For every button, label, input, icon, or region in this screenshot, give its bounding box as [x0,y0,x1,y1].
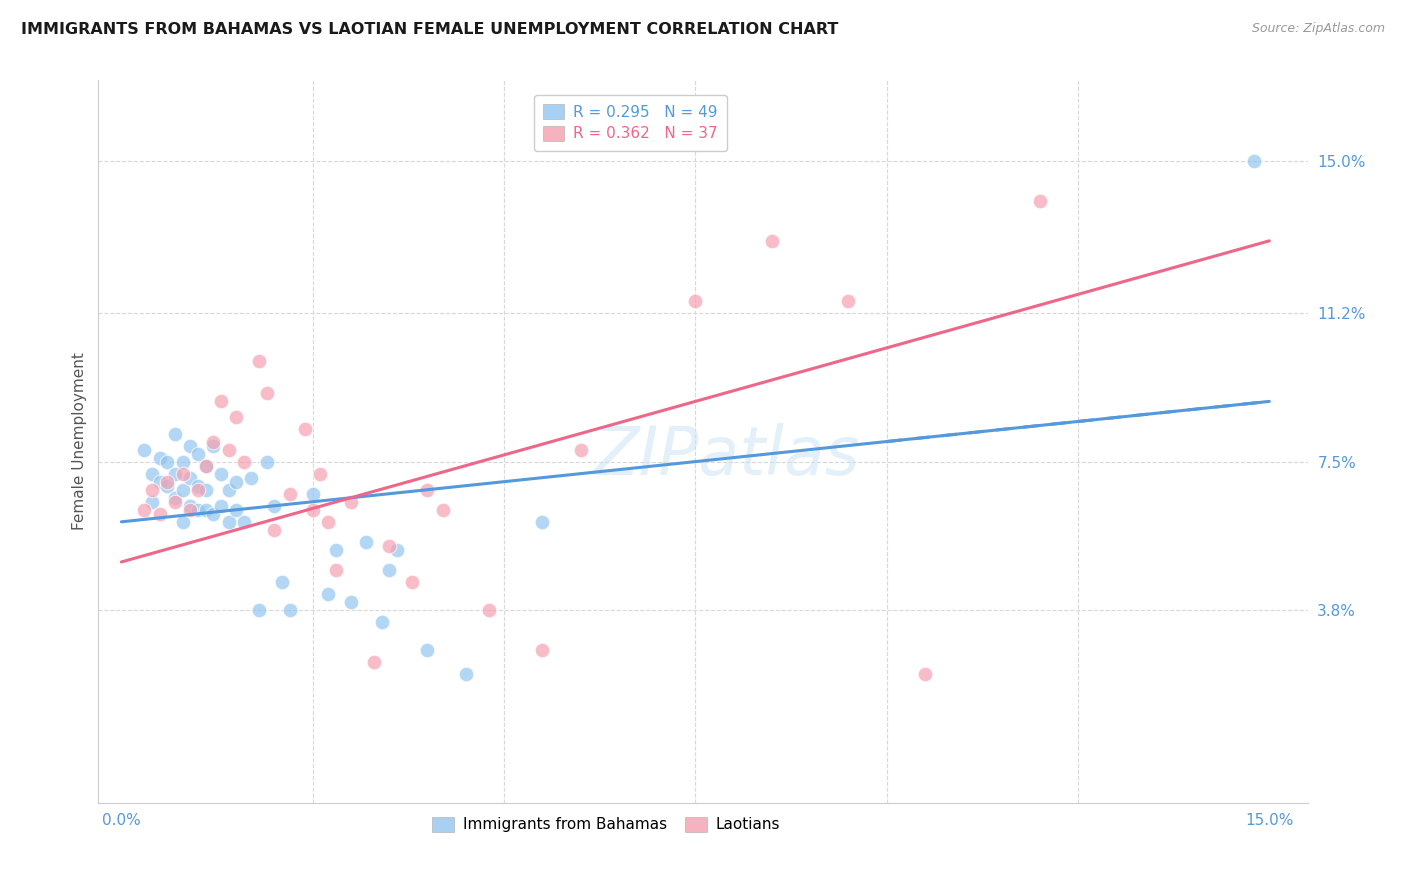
Point [179,503,201,517]
Point [1243,153,1265,168]
Point [179,471,201,485]
Point [163,426,186,441]
Point [141,494,163,508]
Point [478,603,501,617]
Point [301,487,323,501]
Point [202,434,225,449]
Point [149,450,172,465]
Point [278,487,301,501]
Point [1028,194,1050,208]
Point [141,467,163,481]
Point [232,455,254,469]
Text: ZIPatlas: ZIPatlas [593,423,860,489]
Point [149,475,172,489]
Point [325,542,347,557]
Text: Source: ZipAtlas.com: Source: ZipAtlas.com [1251,22,1385,36]
Point [209,467,232,481]
Point [218,442,240,457]
Point [163,467,186,481]
Point [316,515,339,529]
Text: IMMIGRANTS FROM BAHAMAS VS LAOTIAN FEMALE UNEMPLOYMENT CORRELATION CHART: IMMIGRANTS FROM BAHAMAS VS LAOTIAN FEMAL… [21,22,838,37]
Point [263,499,285,513]
Point [163,494,186,508]
Point [271,575,294,590]
Point [416,483,439,497]
Point [187,447,209,461]
Point [263,523,285,537]
Point [163,491,186,505]
Point [256,386,278,401]
Point [247,354,270,368]
Point [309,467,332,481]
Point [141,483,163,497]
Point [363,655,385,669]
Point [172,515,194,529]
Point [172,467,194,481]
Point [378,539,401,553]
Point [172,455,194,469]
Point [278,603,301,617]
Point [194,458,217,473]
Point [531,515,554,529]
Point [401,575,423,590]
Point [416,643,439,657]
Point [194,503,217,517]
Point [225,503,247,517]
Legend: Immigrants from Bahamas, Laotians: Immigrants from Bahamas, Laotians [426,811,786,838]
Point [179,439,201,453]
Point [156,478,179,492]
Point [202,507,225,521]
Point [172,483,194,497]
Point [209,394,232,409]
Point [134,503,156,517]
Point [194,458,217,473]
Point [187,503,209,517]
Point [256,455,278,469]
Point [761,234,783,248]
Point [202,439,225,453]
Y-axis label: Female Unemployment: Female Unemployment [72,352,87,531]
Point [194,483,217,497]
Point [156,475,179,489]
Point [340,494,363,508]
Point [356,535,378,549]
Point [225,410,247,425]
Point [340,595,363,609]
Point [569,442,592,457]
Point [134,442,156,457]
Point [685,294,707,309]
Point [385,542,408,557]
Point [225,475,247,489]
Point [301,503,323,517]
Point [218,515,240,529]
Point [247,603,270,617]
Point [325,563,347,577]
Point [837,294,859,309]
Point [218,483,240,497]
Point [294,423,316,437]
Point [232,515,254,529]
Point [209,499,232,513]
Point [531,643,554,657]
Point [432,503,454,517]
Point [240,471,263,485]
Point [370,615,392,630]
Point [149,507,172,521]
Point [187,478,209,492]
Point [914,667,936,681]
Point [378,563,401,577]
Point [156,455,179,469]
Point [187,483,209,497]
Point [179,499,201,513]
Point [316,587,339,601]
Point [454,667,477,681]
